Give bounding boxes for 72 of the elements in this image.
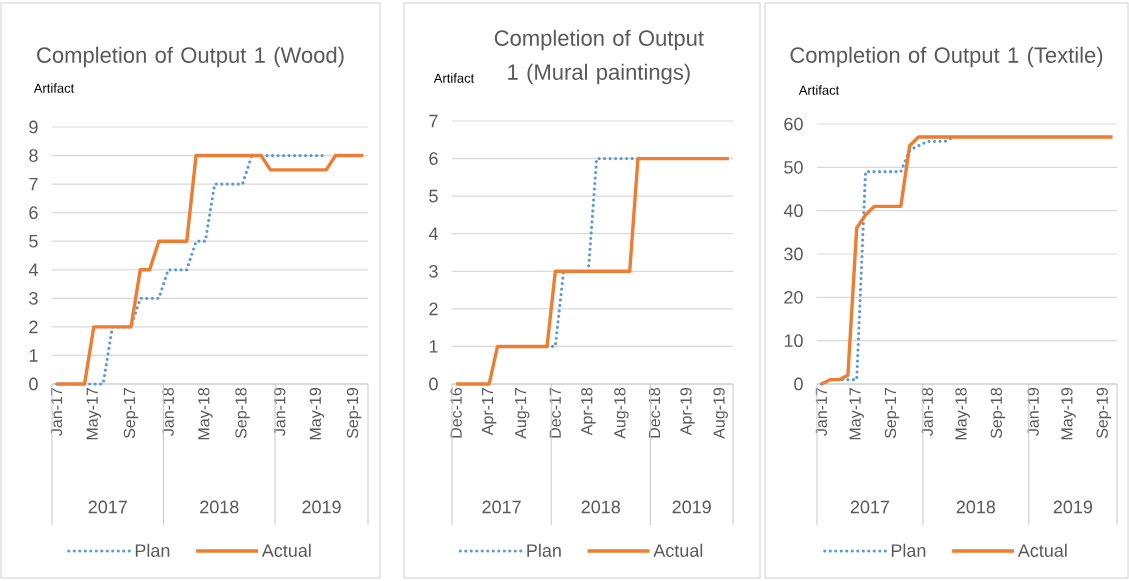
chart-title: Completion of Output 1 (Textile) xyxy=(790,46,1103,68)
legend-label: Actual xyxy=(653,543,703,557)
x-tick-label: May-19 xyxy=(309,387,325,440)
text: 2019 xyxy=(672,500,711,514)
text: 2017 xyxy=(850,500,890,514)
x-tick-label: Sep-17 xyxy=(123,388,139,439)
y-tick-label: 5 xyxy=(29,234,38,248)
text: 2018 xyxy=(581,500,621,514)
y-tick-label: 0 xyxy=(29,377,38,391)
x-tick-label: Dec-17 xyxy=(549,388,561,438)
x-tick-label: Jan-17 xyxy=(815,388,828,436)
x-tick-label: Dec-18 xyxy=(648,387,661,438)
y-tick-label: 50 xyxy=(784,160,803,174)
y-tick-label: 2 xyxy=(429,302,438,316)
y-axis-title: Artifact xyxy=(798,85,840,95)
y-tick-label: 4 xyxy=(28,263,38,276)
y-tick-label: 1 xyxy=(429,340,438,353)
x-tick-label: Aug-17 xyxy=(515,388,530,439)
x-tick-label: Apr-17 xyxy=(482,388,497,436)
x-tick-label: Apr-18 xyxy=(581,387,596,436)
x-tick-label: May-17 xyxy=(849,388,864,440)
text: 2019 xyxy=(302,500,341,514)
x-tick-label: May-19 xyxy=(1061,387,1076,440)
x-tick-label: Sep-18 xyxy=(990,387,1006,439)
y-tick-label: 5 xyxy=(429,189,438,203)
x-tick-label: May-17 xyxy=(86,388,101,440)
legend-label: Actual xyxy=(1017,543,1067,557)
x-tick-label: Jan-17 xyxy=(51,388,63,436)
x-tick-label: Sep-18 xyxy=(235,387,250,439)
y-tick-label: 30 xyxy=(784,247,803,261)
chart-title: Completion of Output 1 (Wood) xyxy=(37,46,344,68)
y-tick-label: 3 xyxy=(29,291,38,305)
y-tick-label: 6 xyxy=(29,206,38,220)
text: 2017 xyxy=(482,500,521,514)
y-tick-label: 7 xyxy=(29,177,38,191)
x-tick-label: Jan-19 xyxy=(1027,387,1039,436)
y-tick-label: 4 xyxy=(428,227,438,240)
chart-title: Completion of Output 1 (Mural paintings) xyxy=(494,29,704,85)
legend-label: Plan xyxy=(135,543,170,557)
x-tick-label: Aug-19 xyxy=(713,387,728,439)
y-tick-label: 0 xyxy=(429,377,438,391)
x-tick-label: May-18 xyxy=(955,387,970,440)
legend-label: Actual xyxy=(261,543,311,557)
y-tick-label: 2 xyxy=(29,320,38,334)
text: 2017 xyxy=(88,500,127,514)
text: 2018 xyxy=(200,500,239,514)
y-tick-label: 10 xyxy=(784,334,803,348)
y-tick-label: 40 xyxy=(783,204,803,218)
y-axis-title: Artifact xyxy=(433,73,475,83)
y-tick-label: 6 xyxy=(429,152,438,165)
y-tick-label: 9 xyxy=(29,120,38,134)
x-tick-label: Sep-17 xyxy=(884,388,900,439)
text: 2019 xyxy=(1053,500,1093,514)
y-tick-label: 60 xyxy=(784,117,803,131)
x-tick-label: Aug-18 xyxy=(614,387,629,439)
x-tick-label: Jan-19 xyxy=(274,387,286,436)
legend-label: Plan xyxy=(891,543,926,557)
legend-label: Plan xyxy=(527,543,561,557)
y-tick-label: 0 xyxy=(794,377,803,391)
text: 2018 xyxy=(956,500,996,514)
y-tick-label: 8 xyxy=(29,149,38,162)
y-axis-title: Artifact xyxy=(33,83,75,93)
x-tick-label: Sep-19 xyxy=(1096,387,1112,439)
y-tick-label: 20 xyxy=(784,290,803,304)
x-tick-label: Dec-16 xyxy=(450,387,462,438)
x-tick-label: Apr-19 xyxy=(680,387,695,436)
x-tick-label: Sep-19 xyxy=(346,387,362,439)
y-tick-label: 7 xyxy=(429,114,438,128)
y-tick-label: 1 xyxy=(29,349,38,362)
y-tick-label: 3 xyxy=(429,264,438,278)
x-tick-label: Jan-18 xyxy=(921,387,933,436)
x-tick-label: May-18 xyxy=(198,387,213,440)
